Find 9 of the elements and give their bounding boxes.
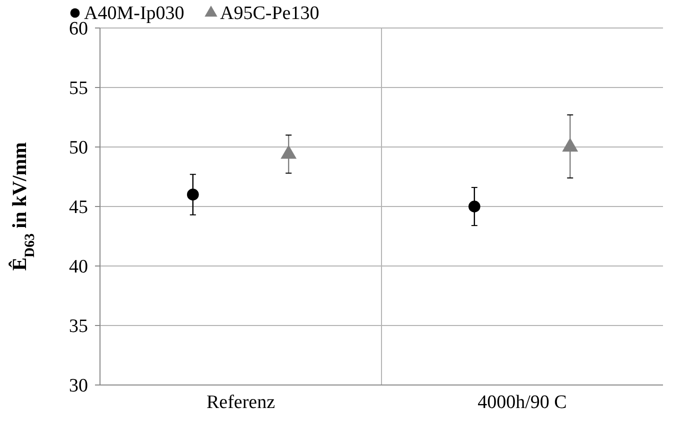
y-tick-label: 35: [69, 316, 88, 338]
legend-label: A95C-Pe130: [220, 3, 320, 24]
x-tick-label: Referenz: [206, 392, 276, 413]
y-tick-label: 30: [69, 376, 88, 397]
y-tick-label: 55: [69, 78, 88, 100]
y-tick-label: 50: [69, 138, 88, 159]
y-tick-label: 40: [69, 256, 88, 278]
x-tick-label: 4000h/90 C: [478, 392, 567, 413]
y-tick-label: 45: [69, 197, 88, 218]
